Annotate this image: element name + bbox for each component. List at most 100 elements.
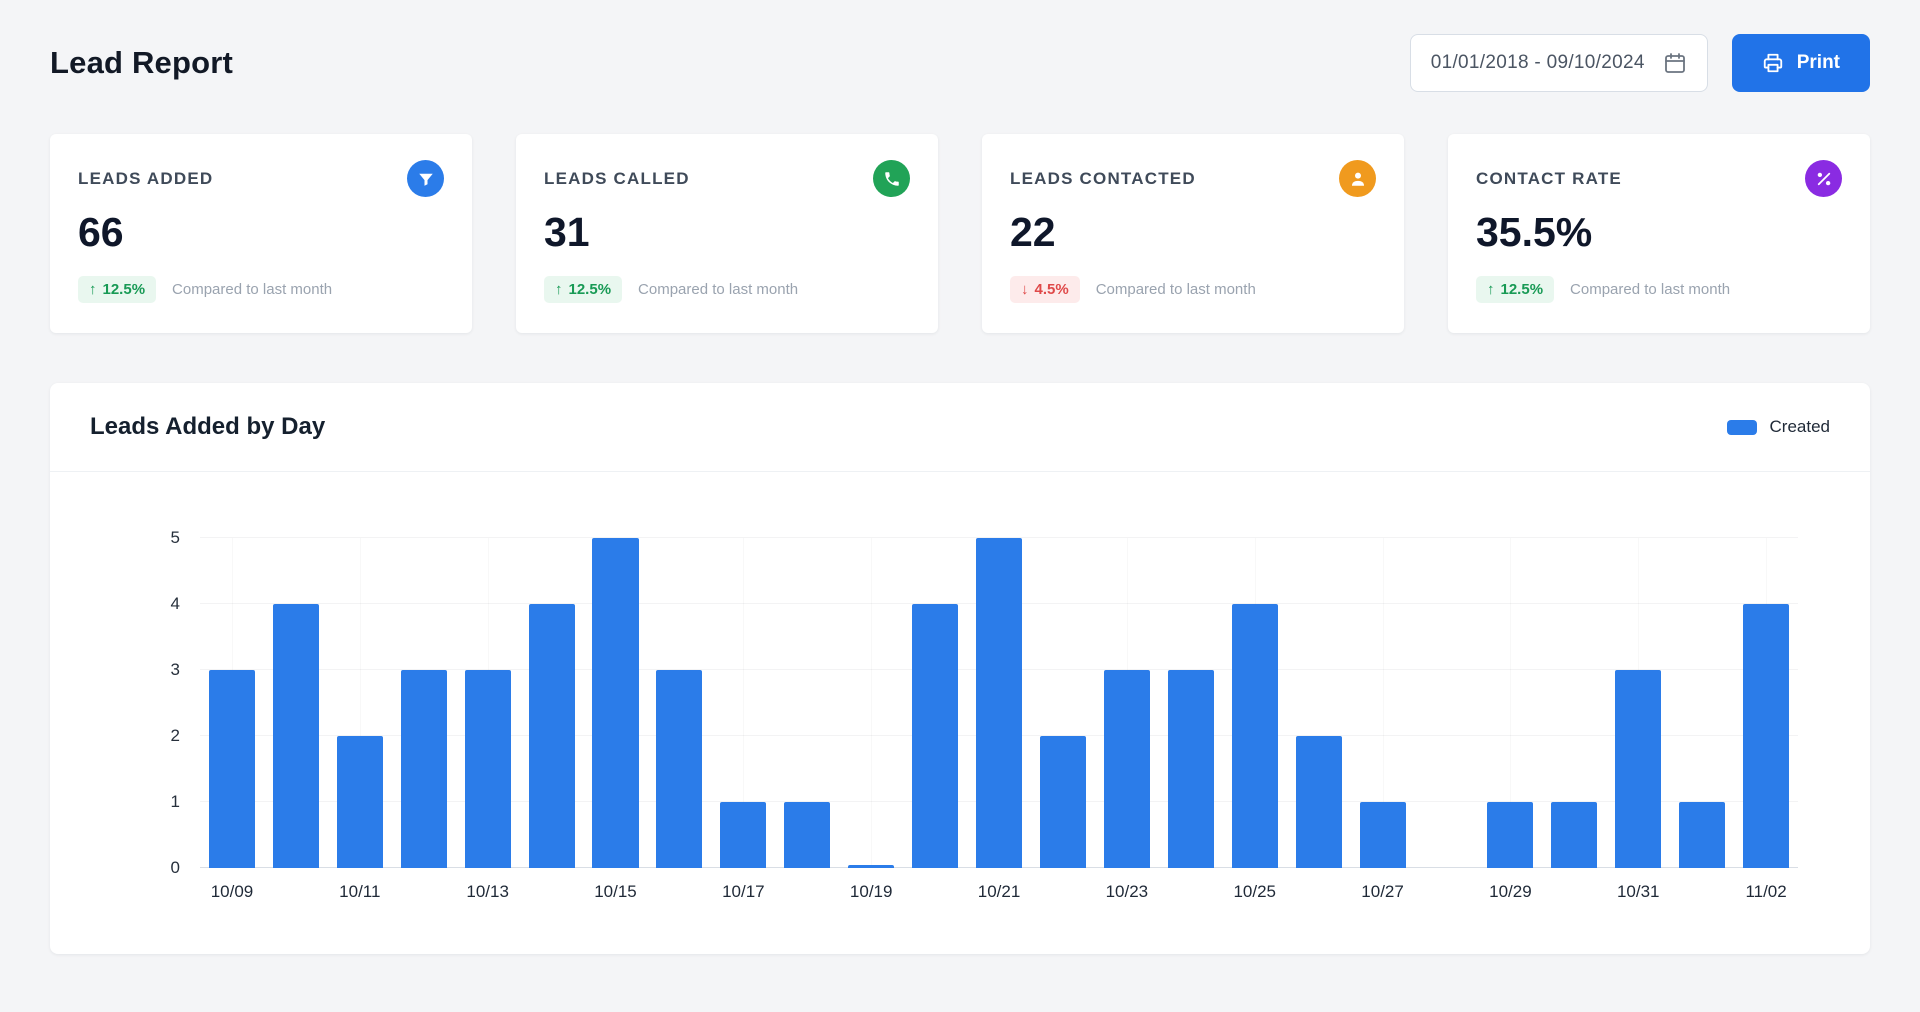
- y-tick-label-2: 2: [170, 726, 180, 745]
- stat-label: LEADS CALLED: [544, 168, 690, 188]
- x-tick-label-10/29: 10/29: [1489, 882, 1532, 901]
- bar-10/20[interactable]: [912, 604, 959, 868]
- x-tick-label-10/22: [1031, 882, 1095, 902]
- x-tick-label-10/23: 10/23: [1105, 882, 1149, 901]
- bar-slot-10/09: [200, 538, 264, 868]
- bar-10/11[interactable]: [336, 736, 383, 868]
- user-icon: [1339, 160, 1376, 197]
- trend-up-arrow-icon: ↑: [555, 281, 563, 298]
- funnel-icon: [407, 160, 444, 197]
- x-tick-label-10/20: [903, 882, 967, 902]
- print-button-label: Print: [1796, 52, 1840, 73]
- stat-value: 31: [544, 209, 590, 255]
- stat-card-leads-called: LEADS CALLED 31 ↑ 12.5% Compared to last…: [516, 134, 938, 333]
- stat-value: 66: [78, 209, 124, 255]
- bar-10/13[interactable]: [464, 670, 511, 868]
- bar-10/21[interactable]: [976, 538, 1023, 868]
- topbar: Lead Report 01/01/2018 - 09/10/2024: [50, 34, 1870, 92]
- x-tick-label-11/02: 11/02: [1745, 882, 1787, 901]
- bar-slot-10/19: [839, 538, 903, 868]
- x-tick-label-10/17: 10/17: [722, 882, 765, 901]
- bar-11/01[interactable]: [1679, 802, 1726, 868]
- bar-10/25[interactable]: [1231, 604, 1278, 868]
- bar-10/16[interactable]: [656, 670, 703, 868]
- bar-10/15[interactable]: [592, 538, 639, 868]
- trend-badge: ↓ 4.5%: [1010, 276, 1080, 303]
- bar-10/19[interactable]: [848, 864, 895, 868]
- bar-10/10[interactable]: [272, 604, 319, 868]
- bar-10/22[interactable]: [1039, 736, 1086, 868]
- topbar-actions: 01/01/2018 - 09/10/2024 Print: [1409, 34, 1870, 92]
- bar-10/09[interactable]: [208, 670, 255, 868]
- x-tick-label-10/09: 10/09: [210, 882, 254, 901]
- bar-10/18[interactable]: [784, 802, 831, 868]
- stat-card-leads-contacted: LEADS CONTACTED 22 ↓ 4.5% Compared to la…: [982, 134, 1404, 333]
- trend-badge: ↑ 12.5%: [78, 276, 157, 303]
- bar-11/02[interactable]: [1743, 604, 1790, 868]
- x-tick-label-10/30: [1542, 882, 1606, 902]
- trend-value: 12.5%: [568, 281, 612, 298]
- y-tick-label-3: 3: [170, 660, 180, 679]
- bar-10/30[interactable]: [1551, 802, 1598, 868]
- bar-slot-10/24: [1159, 538, 1223, 868]
- date-range-picker[interactable]: 01/01/2018 - 09/10/2024: [1409, 34, 1708, 92]
- phone-icon: [873, 160, 910, 197]
- bar-slot-10/23: [1095, 538, 1159, 868]
- bar-chart-bars: [200, 538, 1798, 868]
- x-tick-label-10/11: 10/11: [339, 882, 381, 901]
- x-tick-label-10/12: [392, 882, 456, 902]
- stats-row: LEADS ADDED 66 ↑ 12.5% Compared to last …: [50, 134, 1870, 333]
- bar-slot-10/30: [1542, 538, 1606, 868]
- x-tick-label-10/16: [647, 882, 711, 902]
- bar-slot-10/10: [264, 538, 328, 868]
- calendar-icon: [1663, 51, 1687, 75]
- bar-slot-11/02: [1734, 538, 1798, 868]
- y-tick-label-5: 5: [170, 528, 180, 547]
- x-tick-label-10/26: [1287, 882, 1351, 902]
- bar-10/24[interactable]: [1167, 670, 1214, 868]
- bar-10/26[interactable]: [1295, 736, 1342, 868]
- y-tick-label-1: 1: [170, 792, 180, 811]
- bar-10/29[interactable]: [1487, 802, 1534, 868]
- x-tick-label-10/15: 10/15: [594, 882, 637, 901]
- bar-slot-10/28: [1415, 538, 1479, 868]
- y-tick-label-4: 4: [170, 594, 180, 613]
- x-tick-label-11/01: [1670, 882, 1734, 902]
- bar-10/14[interactable]: [528, 604, 575, 868]
- gridline-x-10/19: [871, 538, 872, 868]
- stat-label: CONTACT RATE: [1476, 168, 1622, 188]
- stat-value: 22: [1010, 209, 1056, 255]
- bar-10/31[interactable]: [1615, 670, 1662, 868]
- bar-slot-10/14: [520, 538, 584, 868]
- compare-label: Compared to last month: [172, 281, 333, 298]
- x-tick-label-10/18: [775, 882, 839, 902]
- bar-slot-10/26: [1287, 538, 1351, 868]
- bar-10/23[interactable]: [1103, 670, 1150, 868]
- bar-slot-10/13: [456, 538, 520, 868]
- bar-slot-10/29: [1478, 538, 1542, 868]
- bar-10/27[interactable]: [1359, 802, 1406, 868]
- x-tick-label-10/13: 10/13: [466, 882, 509, 901]
- x-axis-labels: 10/09 10/11 10/13 10/15 10/17 10/19 10/21 10/23…: [200, 882, 1798, 902]
- legend-item-created[interactable]: Created: [1726, 417, 1830, 437]
- x-tick-label-10/14: [520, 882, 584, 902]
- gridline-y-5: [200, 537, 1798, 538]
- bar-slot-10/16: [647, 538, 711, 868]
- page-title: Lead Report: [50, 45, 234, 80]
- bar-slot-10/25: [1223, 538, 1287, 868]
- stat-label: LEADS CONTACTED: [1010, 168, 1196, 188]
- x-tick-label-10/28: [1415, 882, 1479, 902]
- bar-slot-10/31: [1606, 538, 1670, 868]
- trend-up-arrow-icon: ↑: [89, 281, 97, 298]
- x-tick-label-10/31: 10/31: [1616, 882, 1660, 901]
- bar-10/17[interactable]: [720, 802, 767, 868]
- x-tick-label-10/24: [1159, 882, 1223, 902]
- printer-icon: [1762, 52, 1784, 74]
- bar-10/12[interactable]: [400, 670, 447, 868]
- stat-value: 35.5%: [1476, 209, 1593, 255]
- print-button[interactable]: Print: [1731, 34, 1870, 92]
- bar-slot-10/22: [1031, 538, 1095, 868]
- x-tick-label-10/25: 10/25: [1233, 882, 1276, 901]
